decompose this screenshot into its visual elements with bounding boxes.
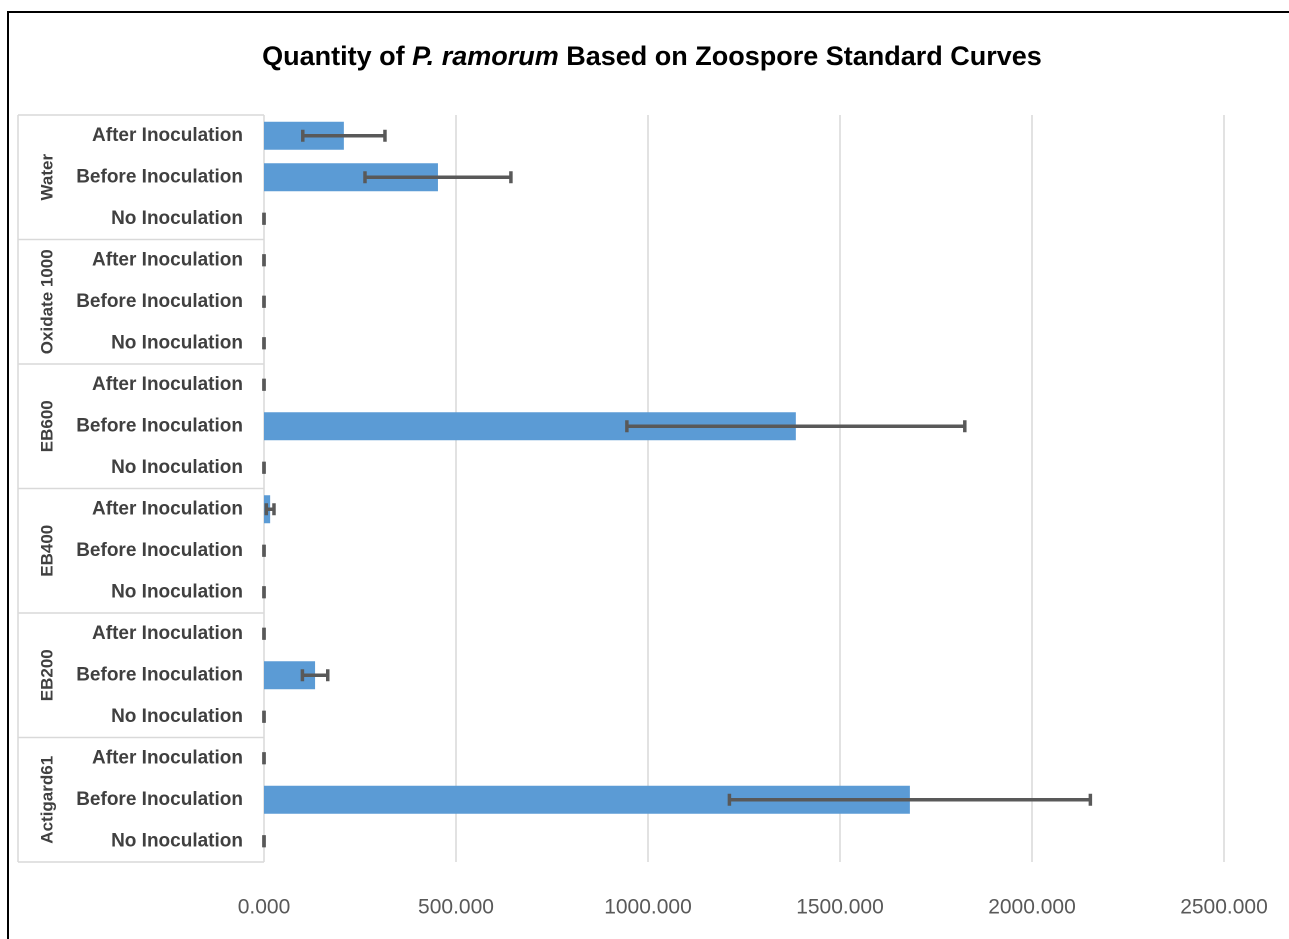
error-bar (727, 793, 1093, 806)
y-tick-label: After Inoculation (92, 623, 243, 644)
group-label: Actigard61 (37, 756, 56, 844)
error-bar (625, 420, 967, 433)
y-tick-label: After Inoculation (92, 747, 243, 768)
error-bar (363, 171, 513, 184)
y-tick-label: After Inoculation (92, 249, 243, 270)
group-label: Oxidate 1000 (37, 249, 56, 354)
y-tick-label: Before Inoculation (76, 291, 243, 312)
title-part: Quantity of (262, 41, 412, 71)
x-tick-label: 1000.000 (604, 896, 692, 919)
x-tick-label: 2000.000 (988, 896, 1076, 919)
y-tick-label: Before Inoculation (76, 540, 243, 561)
group-label: EB400 (37, 525, 56, 577)
x-tick-label: 500.000 (418, 896, 494, 919)
y-tick-label: No Inoculation (111, 457, 243, 478)
y-tick-label: After Inoculation (92, 374, 243, 395)
error-bar (300, 669, 330, 682)
y-tick-label: Before Inoculation (76, 415, 243, 436)
title-part: Based on Zoospore Standard Curves (559, 41, 1042, 71)
y-tick-label: After Inoculation (92, 498, 243, 519)
y-tick-label: No Inoculation (111, 208, 243, 229)
y-tick-label: No Inoculation (111, 706, 243, 727)
y-tick-label: After Inoculation (92, 125, 243, 146)
error-bar (301, 129, 387, 142)
y-tick-label: Before Inoculation (76, 166, 243, 187)
y-tick-label: Before Inoculation (76, 664, 243, 685)
group-label: Water (37, 154, 56, 201)
y-tick-label: No Inoculation (111, 581, 243, 602)
group-label: EB600 (37, 400, 56, 452)
frame (7, 11, 1289, 939)
y-tick-label: No Inoculation (111, 332, 243, 353)
x-tick-label: 0.000 (238, 896, 291, 919)
x-tick-label: 1500.000 (796, 896, 884, 919)
group-label: EB200 (37, 649, 56, 701)
y-tick-label: Before Inoculation (76, 789, 243, 810)
x-tick-label: 2500.000 (1180, 896, 1268, 919)
y-tick-label: No Inoculation (111, 830, 243, 851)
title-part: P. ramorum (412, 41, 559, 71)
error-bar (264, 503, 276, 516)
chart-title: Quantity of P. ramorum Based on Zoospore… (262, 41, 1042, 71)
